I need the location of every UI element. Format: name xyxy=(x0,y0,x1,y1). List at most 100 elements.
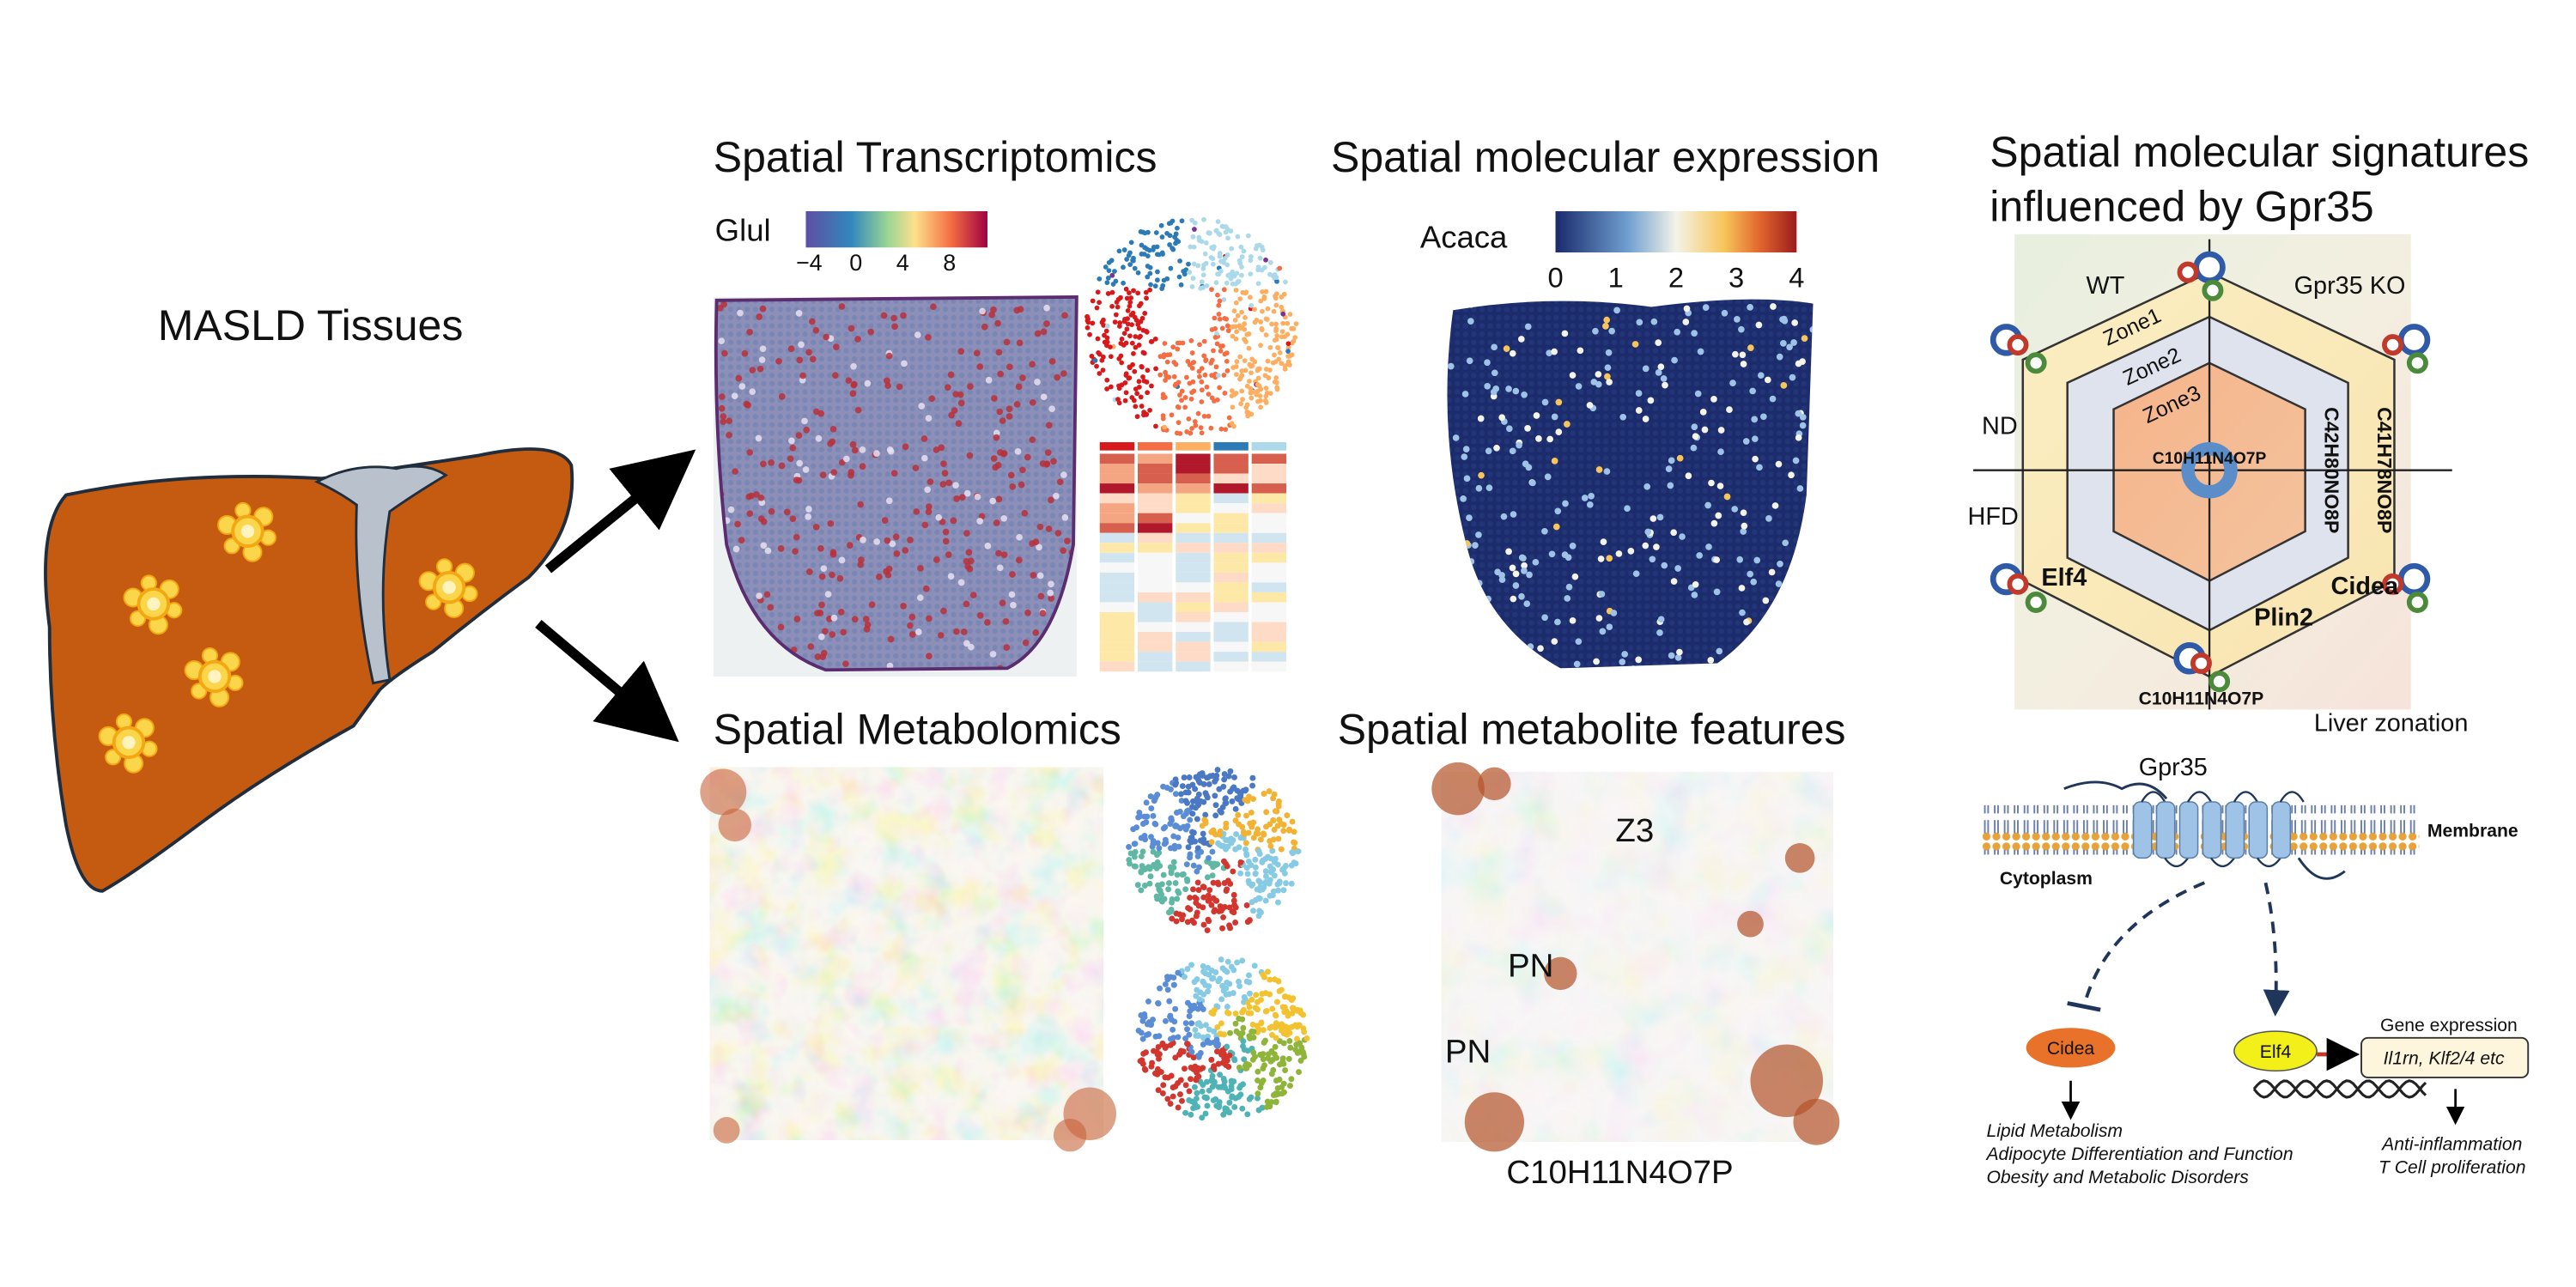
cluster-point xyxy=(1230,784,1237,791)
cluster-point xyxy=(1183,876,1190,883)
cluster-point xyxy=(1239,1029,1246,1036)
spot xyxy=(846,542,854,549)
umap-point xyxy=(1164,231,1170,236)
spot xyxy=(1691,592,1698,598)
edge-feature xyxy=(1053,1118,1087,1152)
cluster-point xyxy=(1205,897,1212,904)
umap-point xyxy=(1264,317,1270,322)
cluster-point xyxy=(1255,1068,1261,1075)
cluster-point xyxy=(1219,925,1226,932)
spot xyxy=(1014,447,1022,455)
cluster-point xyxy=(1230,897,1237,904)
spot xyxy=(1003,644,1011,651)
cluster-point xyxy=(1198,848,1205,855)
heatmap-cell xyxy=(1099,552,1135,563)
spot xyxy=(1747,570,1754,578)
heatmap-cell xyxy=(1099,523,1135,533)
cluster-point xyxy=(1263,823,1270,830)
spot xyxy=(1619,413,1627,421)
cluster-point xyxy=(1273,1012,1279,1019)
spot xyxy=(1694,390,1702,398)
cluster-point xyxy=(1161,841,1168,847)
umap-point xyxy=(1095,336,1101,342)
cluster-point xyxy=(1214,879,1221,886)
umap-point xyxy=(1209,287,1214,292)
cluster-point xyxy=(1246,990,1253,997)
cluster-point xyxy=(1215,1060,1222,1067)
spot xyxy=(1657,363,1665,371)
cluster-point xyxy=(1181,774,1188,781)
spot xyxy=(1644,528,1652,536)
cluster-point xyxy=(1279,1059,1286,1065)
spot xyxy=(966,452,974,459)
cluster-point xyxy=(1246,1004,1253,1011)
umap-point xyxy=(1242,358,1248,364)
spot xyxy=(1016,533,1023,541)
heatmap-cell xyxy=(1251,503,1287,513)
spot xyxy=(908,613,916,621)
spot xyxy=(1696,552,1704,559)
cluster-point xyxy=(1262,868,1269,875)
umap-point xyxy=(1203,358,1209,363)
umap-point xyxy=(1221,287,1227,293)
cluster-point xyxy=(1170,981,1177,988)
cluster-point xyxy=(1259,859,1266,865)
spot xyxy=(1512,387,1520,395)
spot xyxy=(997,370,1005,378)
spot xyxy=(859,463,866,470)
umap-point xyxy=(1113,278,1119,284)
umap-point xyxy=(1258,398,1263,404)
ring-marker xyxy=(2382,573,2404,595)
cluster-point xyxy=(1202,970,1209,977)
cluster-point xyxy=(1252,871,1259,877)
cluster-point xyxy=(1179,783,1186,789)
cluster-point xyxy=(1221,880,1228,886)
spot xyxy=(818,601,825,609)
cluster-point xyxy=(1291,840,1298,847)
umap-point xyxy=(1123,286,1129,292)
radar-label: WT xyxy=(2087,272,2125,300)
node-label: Cidea xyxy=(2047,1039,2094,1059)
umap-point xyxy=(1237,376,1242,382)
spot xyxy=(1674,654,1682,661)
spot xyxy=(1588,492,1595,500)
cluster-point xyxy=(1224,1004,1230,1010)
umap-point xyxy=(1202,372,1208,378)
cluster-point xyxy=(1192,1100,1198,1107)
spot xyxy=(887,635,895,643)
spot xyxy=(1692,433,1699,440)
cluster-point xyxy=(1248,809,1255,816)
cluster-point xyxy=(1186,1013,1193,1020)
cluster-point xyxy=(1286,826,1293,833)
cluster-point xyxy=(1213,1102,1220,1109)
cluster-point xyxy=(1159,1090,1166,1096)
spot xyxy=(1565,583,1573,591)
cluster-point xyxy=(1192,786,1199,792)
umap-point xyxy=(1128,312,1134,318)
heatmap-cell xyxy=(1099,592,1135,603)
cluster-point xyxy=(1138,887,1145,894)
cluster-point xyxy=(1218,956,1224,962)
spot xyxy=(944,384,951,392)
cluster-point xyxy=(1280,1030,1287,1037)
edge-feature xyxy=(1750,1044,1824,1118)
umap-point xyxy=(1272,337,1278,343)
spot xyxy=(1005,363,1013,371)
umap-point xyxy=(1124,326,1130,332)
umap-point xyxy=(1237,325,1243,331)
spot xyxy=(1056,478,1064,486)
heatmap-cell xyxy=(1099,513,1135,524)
spot xyxy=(1517,336,1525,343)
spot xyxy=(1043,304,1050,312)
spot xyxy=(1801,335,1808,342)
cluster-point xyxy=(1178,798,1185,804)
cluster-point xyxy=(1206,854,1212,861)
cluster-point xyxy=(1283,880,1290,887)
heatmap-cell xyxy=(1251,513,1287,524)
cluster-point xyxy=(1215,978,1222,985)
umap-point xyxy=(1121,264,1126,270)
heatmap-header xyxy=(1251,442,1287,451)
spot xyxy=(1037,592,1045,600)
spot xyxy=(768,458,775,466)
